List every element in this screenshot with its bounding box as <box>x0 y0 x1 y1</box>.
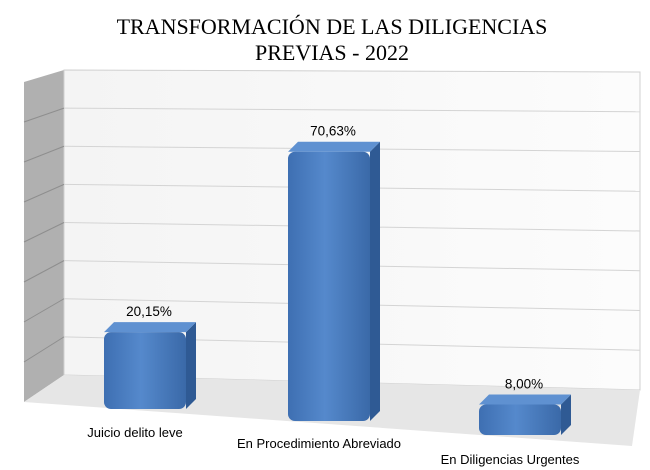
bar-side <box>561 394 571 435</box>
side-gridline <box>23 298 65 323</box>
side-gridline <box>23 260 65 283</box>
side-gridline <box>23 145 65 163</box>
chart-title-line-1: TRANSFORMACIÓN DE LAS DILIGENCIAS <box>117 14 548 39</box>
chart-title-line-2: PREVIAS - 2022 <box>255 40 409 65</box>
data-label: 70,63% <box>310 124 356 139</box>
bar-top <box>479 394 571 405</box>
side-gridline <box>23 222 65 243</box>
bar-side <box>370 141 380 421</box>
bar <box>288 151 370 421</box>
bar-side <box>186 322 196 409</box>
side-wall <box>24 70 64 402</box>
labels-group: 20,15% Juicio delito leve 70,63% En Procedi… <box>87 124 580 467</box>
data-label: 8,00% <box>505 377 543 392</box>
bar-top <box>104 322 196 333</box>
side-gridline <box>23 107 65 123</box>
bar <box>104 332 186 409</box>
side-gridline <box>23 336 65 363</box>
data-label: 20,15% <box>126 304 172 319</box>
bar <box>479 404 561 435</box>
side-gridline <box>23 183 65 203</box>
category-label: En Diligencias Urgentes <box>441 452 580 467</box>
gridline <box>63 107 641 113</box>
category-label: Juicio delito leve <box>87 425 182 440</box>
category-label: En Procedimiento Abreviado <box>237 436 401 451</box>
bar-top <box>288 141 380 152</box>
bars-group <box>104 141 571 435</box>
